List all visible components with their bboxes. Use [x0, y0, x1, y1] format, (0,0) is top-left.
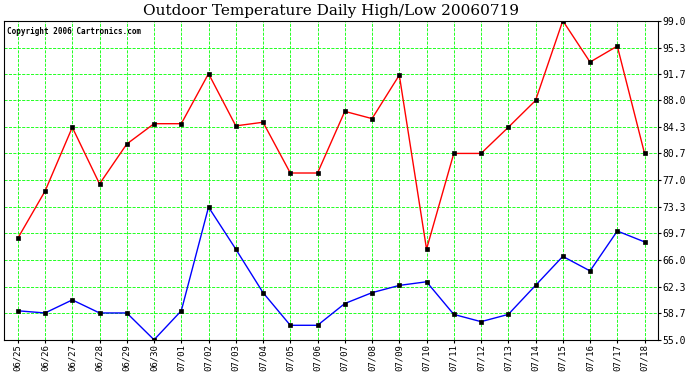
- Title: Outdoor Temperature Daily High/Low 20060719: Outdoor Temperature Daily High/Low 20060…: [143, 4, 519, 18]
- Text: Copyright 2006 Cartronics.com: Copyright 2006 Cartronics.com: [8, 27, 141, 36]
